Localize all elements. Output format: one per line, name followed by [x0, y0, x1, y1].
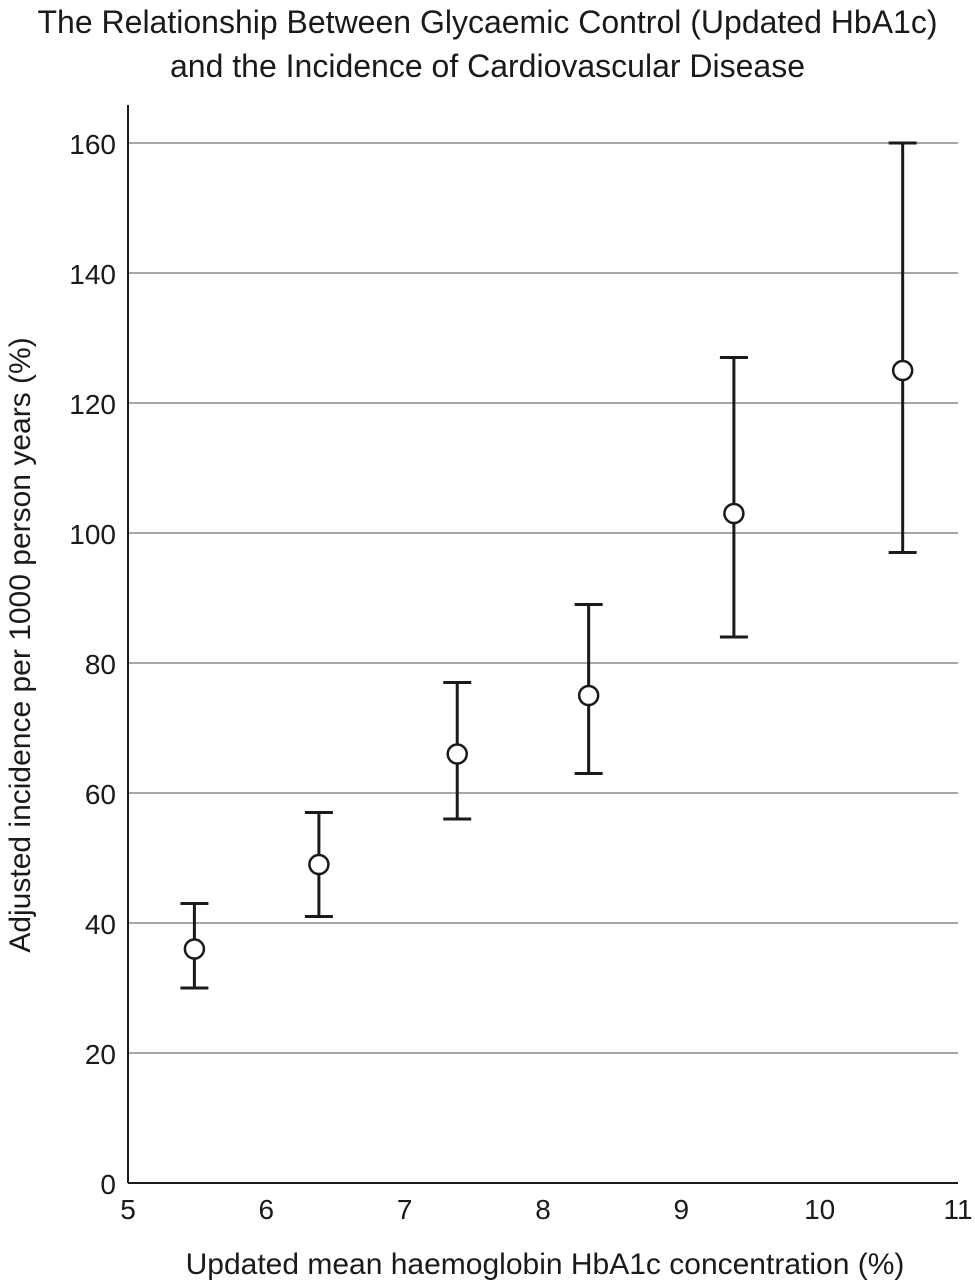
chart-title-line-2: and the Incidence of Cardiovascular Dise…: [169, 48, 806, 84]
y-tick-label: 120: [69, 389, 116, 420]
y-tick-label: 60: [85, 779, 116, 810]
y-tick-label: 80: [85, 649, 116, 680]
y-axis-label: Adjusted incidence per 1000 person years…: [4, 337, 37, 952]
error-bar: [719, 356, 748, 639]
x-tick-label: 9: [674, 1194, 690, 1225]
axes: [127, 105, 958, 1184]
data-point: [891, 359, 914, 382]
data-point: [577, 684, 600, 707]
data-point: [723, 502, 745, 525]
error-bars: [180, 141, 917, 990]
x-tick-label: 8: [535, 1194, 551, 1225]
x-axis-label: Updated mean haemoglobin HbA1c concentra…: [186, 1248, 905, 1281]
x-tick-label: 7: [397, 1194, 413, 1225]
x-tick-label: 6: [259, 1194, 275, 1225]
y-tick-labels: 0 20 40 60 80 100 120 140 160: [69, 129, 116, 1200]
x-tick-label: 11: [943, 1194, 972, 1225]
data-point: [308, 853, 330, 876]
error-bar: [888, 141, 917, 554]
y-tick-label: 140: [69, 259, 116, 290]
chart-title-line-1: The Relationship Between Glycaemic Contr…: [37, 4, 938, 40]
x-tick-labels: 5 6 7 8 9 10 11: [120, 1194, 972, 1225]
y-tick-label: 20: [85, 1039, 116, 1070]
data-point: [446, 743, 468, 765]
x-tick-label: 5: [120, 1194, 136, 1225]
data-points: [183, 359, 914, 960]
y-tick-label: 160: [69, 129, 116, 160]
data-point: [183, 938, 206, 960]
y-tick-label: 40: [85, 909, 116, 940]
y-tick-label: 100: [69, 519, 116, 550]
chart-title: The Relationship Between Glycaemic Contr…: [0, 0, 975, 88]
gridlines: [128, 142, 958, 1054]
x-tick-label: 10: [804, 1194, 835, 1225]
y-tick-label: 0: [100, 1169, 116, 1200]
